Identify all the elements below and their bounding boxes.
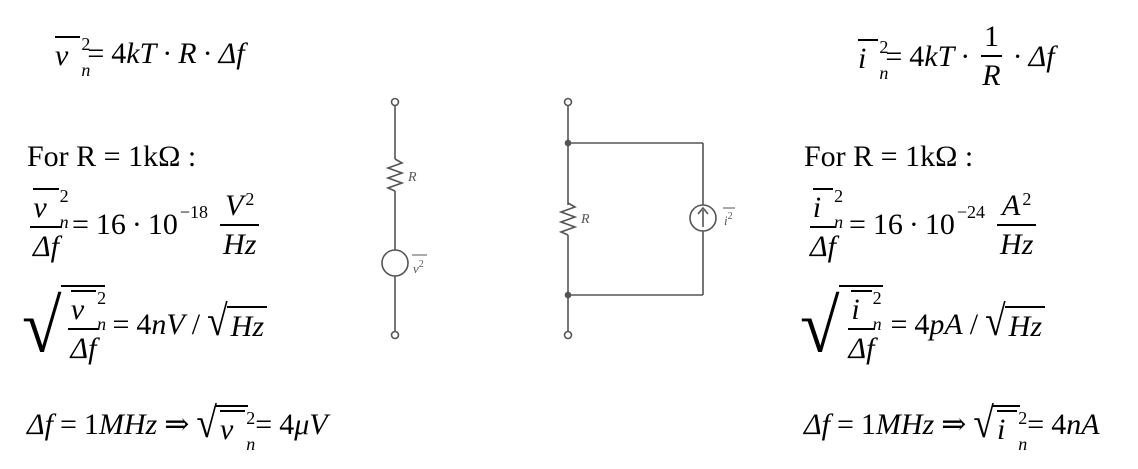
coefficient: 4 [111, 36, 127, 70]
conductance-fraction: 1 R [980, 20, 1002, 92]
rms-voltage-result: 4 [279, 408, 295, 441]
density-exponent: −18 [179, 202, 209, 222]
terminal-bottom [563, 330, 573, 340]
left-condition-label: For R = 1kΩ : [27, 140, 197, 173]
rms-density-value: 4 [136, 307, 152, 341]
density-value: 16 [95, 208, 126, 241]
voltage-source-circle [381, 249, 409, 277]
terminal-bottom [390, 330, 400, 340]
boltzmann-k: k [126, 36, 140, 70]
resistance-R: R [178, 36, 197, 70]
right-condition-label: For R = 1kΩ : [804, 140, 974, 173]
voltage-source-label: v2 [413, 259, 424, 276]
sqrt-hz: √ Hz [207, 300, 267, 344]
resistor-label: R [407, 170, 417, 185]
right-bandwidth-result: Δf = 1 MHz ⇒ √ i 2 n = 4 nA [804, 399, 1100, 454]
bandwidth-df: Δf [218, 36, 245, 70]
terminal-top [390, 97, 400, 107]
rms-density-unit: nV [151, 307, 185, 341]
resistor-zigzag [558, 202, 578, 236]
parallel-noise-circuit: R i2 [558, 97, 735, 340]
rms-current-result: 4 [1051, 408, 1067, 441]
density-exponent: −24 [956, 202, 986, 222]
mult-dot: · [162, 36, 173, 70]
junction-dot [564, 139, 572, 147]
temperature-T: T [139, 36, 157, 70]
implies-arrow: ⇒ [164, 408, 190, 441]
junction-dot [564, 291, 572, 299]
terminal-top [563, 97, 573, 107]
equals-sign: = [87, 36, 105, 70]
left-bandwidth-result: Δf = 1 MHz ⇒ √ v 2 n = 4 μV [27, 399, 328, 454]
resistor-label: R [580, 212, 590, 227]
resistor-zigzag [385, 158, 405, 192]
current-arrow-head [697, 206, 709, 215]
mult-dot: · [202, 36, 213, 70]
series-noise-circuit: R v2 [381, 97, 427, 340]
current-source-label: i2 [724, 211, 733, 228]
